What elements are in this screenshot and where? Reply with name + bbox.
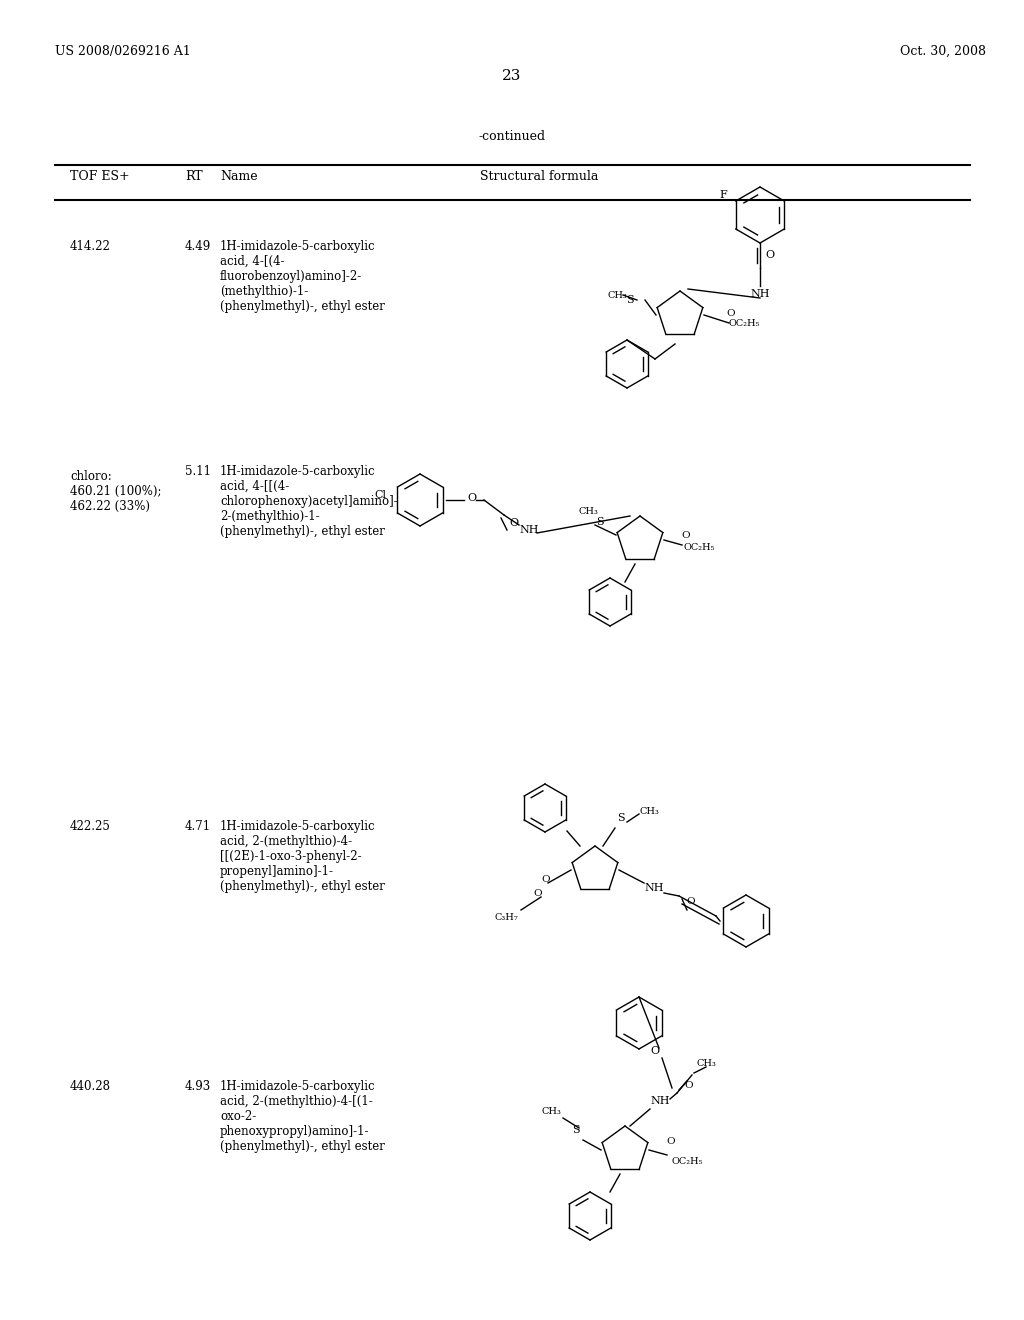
Text: Oct. 30, 2008: Oct. 30, 2008 xyxy=(900,45,986,58)
Text: TOF ES+: TOF ES+ xyxy=(70,170,130,183)
Text: S: S xyxy=(596,517,604,527)
Text: OC₂H₅: OC₂H₅ xyxy=(728,318,760,327)
Text: 414.22: 414.22 xyxy=(70,240,111,253)
Text: O: O xyxy=(685,1081,693,1089)
Text: -continued: -continued xyxy=(478,129,546,143)
Text: NH: NH xyxy=(644,883,664,894)
Text: O: O xyxy=(467,492,476,503)
Text: S: S xyxy=(572,1125,580,1135)
Text: chloro:
460.21 (100%);
462.22 (33%): chloro: 460.21 (100%); 462.22 (33%) xyxy=(70,470,162,513)
Text: 4.49: 4.49 xyxy=(185,240,211,253)
Text: F: F xyxy=(719,190,727,201)
Text: S: S xyxy=(627,294,634,305)
Text: O: O xyxy=(542,875,550,884)
Text: 1H-imidazole-5-carboxylic
acid, 4-[(4-
fluorobenzoyl)amino]-2-
(methylthio)-1-
(: 1H-imidazole-5-carboxylic acid, 4-[(4- f… xyxy=(220,240,385,313)
Text: O: O xyxy=(509,517,518,528)
Text: O: O xyxy=(687,896,695,906)
Text: Name: Name xyxy=(220,170,258,183)
Text: O: O xyxy=(667,1138,675,1147)
Text: NH: NH xyxy=(751,289,770,300)
Text: 1H-imidazole-5-carboxylic
acid, 2-(methylthio)-4-
[[(2E)-1-oxo-3-phenyl-2-
prope: 1H-imidazole-5-carboxylic acid, 2-(methy… xyxy=(220,820,385,894)
Text: NH: NH xyxy=(650,1096,670,1106)
Text: O: O xyxy=(650,1045,659,1056)
Text: OC₂H₅: OC₂H₅ xyxy=(683,544,715,553)
Text: CH₃: CH₃ xyxy=(541,1107,561,1117)
Text: CH₃: CH₃ xyxy=(579,507,598,516)
Text: Cl: Cl xyxy=(374,490,386,500)
Text: 422.25: 422.25 xyxy=(70,820,111,833)
Text: NH: NH xyxy=(519,525,539,535)
Text: 23: 23 xyxy=(503,69,521,83)
Text: O: O xyxy=(727,309,735,318)
Text: O: O xyxy=(765,249,774,260)
Text: 5.11: 5.11 xyxy=(185,465,211,478)
Text: 4.93: 4.93 xyxy=(185,1080,211,1093)
Text: 1H-imidazole-5-carboxylic
acid, 4-[[(4-
chlorophenoxy)acetyl]amino]-
2-(methylth: 1H-imidazole-5-carboxylic acid, 4-[[(4- … xyxy=(220,465,397,539)
Text: US 2008/0269216 A1: US 2008/0269216 A1 xyxy=(55,45,190,58)
Text: CH₃: CH₃ xyxy=(607,290,627,300)
Text: S: S xyxy=(617,813,625,822)
Text: 4.71: 4.71 xyxy=(185,820,211,833)
Text: 440.28: 440.28 xyxy=(70,1080,111,1093)
Text: CH₃: CH₃ xyxy=(639,807,658,816)
Text: O: O xyxy=(682,531,690,540)
Text: OC₂H₅: OC₂H₅ xyxy=(672,1158,702,1167)
Text: CH₃: CH₃ xyxy=(696,1059,716,1068)
Text: 1H-imidazole-5-carboxylic
acid, 2-(methylthio)-4-[(1-
oxo-2-
phenoxypropyl)amino: 1H-imidazole-5-carboxylic acid, 2-(methy… xyxy=(220,1080,385,1152)
Text: Structural formula: Structural formula xyxy=(480,170,598,183)
Text: O: O xyxy=(534,888,543,898)
Text: C₃H₇: C₃H₇ xyxy=(495,912,518,921)
Text: RT: RT xyxy=(185,170,203,183)
